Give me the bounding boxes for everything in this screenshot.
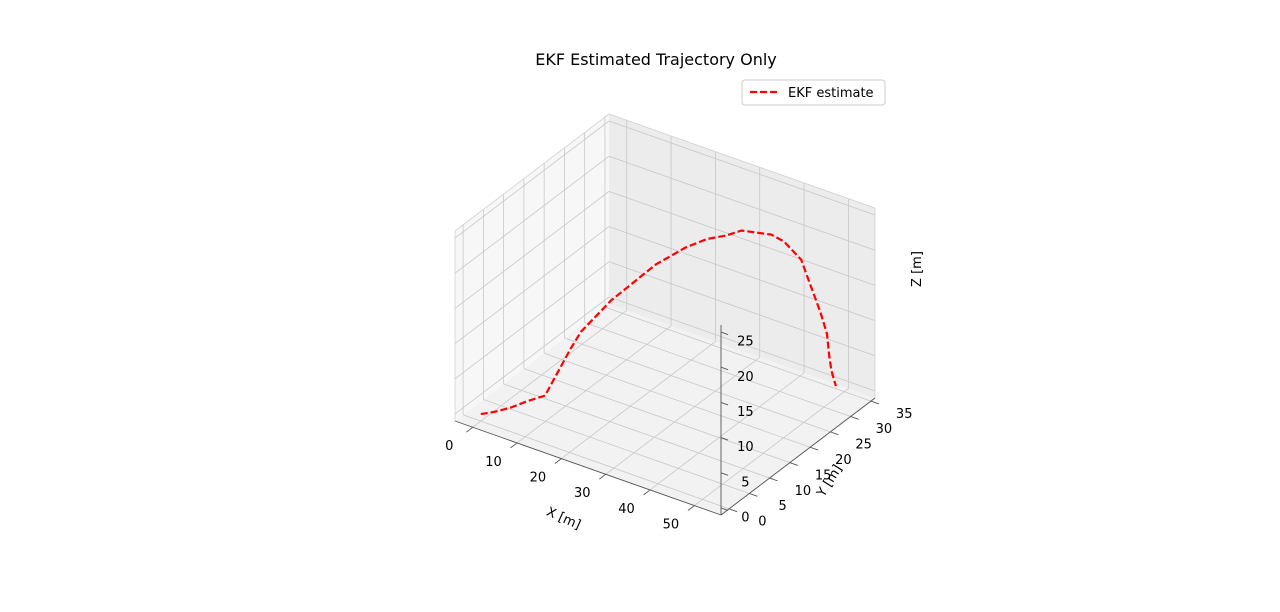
x-tick-label: 20: [530, 470, 547, 485]
grid-line-z-left: [454, 296, 610, 415]
grid-line-z-left: [454, 191, 610, 309]
y-tick-label: 15: [815, 468, 832, 483]
x-axis-label: X [m]: [544, 505, 583, 533]
grid-line-z-back: [608, 191, 876, 286]
legend-frame: [741, 79, 886, 106]
y-tick-mark: [749, 493, 758, 497]
x-axis-line: [454, 420, 722, 516]
z-tick-mark: [720, 472, 729, 476]
grid-line-z-left: [454, 120, 610, 239]
z-tick-label: 20: [737, 370, 754, 385]
z-tick-label: 25: [737, 335, 754, 350]
grid-line-x-floor: [694, 388, 849, 506]
z-tick-mark: [720, 401, 729, 406]
back-wall-pane: [609, 114, 875, 398]
x-tick-mark: [687, 505, 695, 511]
grid-line-x-floor: [516, 325, 672, 444]
grid-line-z-back: [608, 120, 876, 216]
y-tick-label: 25: [855, 438, 872, 453]
grid-lines: [454, 113, 876, 516]
grid-line-x-floor: [472, 309, 627, 428]
x-tick-mark: [598, 473, 607, 480]
grid-line-y-floor: [483, 399, 750, 494]
grid-line-y-floor: [564, 337, 831, 433]
z-tick-label: 0: [741, 511, 749, 526]
x-tick-mark: [510, 442, 518, 449]
grid-line-y-floor: [462, 414, 730, 510]
grid-line-y-floor: [544, 352, 811, 448]
y-tick-label: 35: [896, 407, 913, 422]
grid-line-z-left: [454, 261, 610, 380]
x-tick-mark: [465, 426, 474, 433]
grid-line-x-floor: [649, 372, 805, 491]
grid-line-z-back: [608, 261, 876, 357]
chart-title: EKF Estimated Trajectory Only: [535, 50, 777, 69]
grid-line-y-floor: [503, 383, 770, 479]
grid-line-x-floor: [605, 356, 760, 475]
y-axis-line: [720, 397, 876, 516]
grid-line-y-floor: [584, 322, 851, 417]
y-tick-mark: [810, 446, 819, 451]
y-tick-mark: [830, 431, 839, 436]
z-tick-label: 15: [737, 405, 754, 420]
pane-edge: [454, 113, 610, 232]
y-tick-mark: [870, 400, 880, 405]
x-tick-mark: [643, 489, 651, 496]
left-wall-pane: [455, 114, 609, 421]
z-tick-mark: [720, 507, 729, 511]
z-tick-label: 5: [741, 475, 749, 490]
z-tick-label: 10: [737, 440, 754, 455]
x-tick-label: 40: [618, 502, 635, 517]
series-line-ekf-estimate: [480, 229, 837, 416]
legend-label-ekf-estimate: EKF estimate: [788, 86, 874, 101]
x-tick-mark: [554, 458, 562, 464]
z-axis-label: Z [m]: [910, 251, 925, 287]
y-tick-label: 30: [876, 422, 893, 437]
floor-pane: [455, 304, 875, 515]
y-tick-label: 20: [835, 453, 852, 468]
x-tick-label: 0: [445, 439, 453, 454]
grid-line-z-back: [608, 155, 876, 251]
y-tick-label: 0: [758, 515, 766, 530]
y-tick-mark: [769, 477, 778, 482]
grid-line-x-floor: [561, 341, 716, 459]
grid-line-z-back: [608, 296, 876, 392]
pane-edge: [608, 113, 876, 209]
grid-line-z-left: [454, 155, 610, 274]
axis-panes: [455, 114, 875, 515]
legend: EKF estimate: [741, 79, 886, 106]
y-tick-label: 5: [778, 499, 786, 514]
grid-line-z-left: [454, 226, 610, 344]
grid-line-y-floor: [604, 306, 872, 402]
y-tick-mark: [789, 462, 799, 466]
y-tick-mark: [728, 508, 738, 513]
y-tick-label: 10: [795, 484, 812, 499]
x-tick-label: 30: [574, 486, 591, 501]
y-tick-mark: [850, 416, 859, 420]
x-tick-label: 10: [485, 455, 502, 470]
z-tick-mark: [720, 366, 729, 371]
grid-line-z-back: [608, 226, 876, 321]
grid-line-y-floor: [523, 368, 791, 464]
x-tick-label: 50: [663, 517, 680, 532]
z-tick-mark: [720, 331, 729, 335]
z-tick-mark: [720, 437, 729, 441]
data-series: [480, 229, 837, 416]
